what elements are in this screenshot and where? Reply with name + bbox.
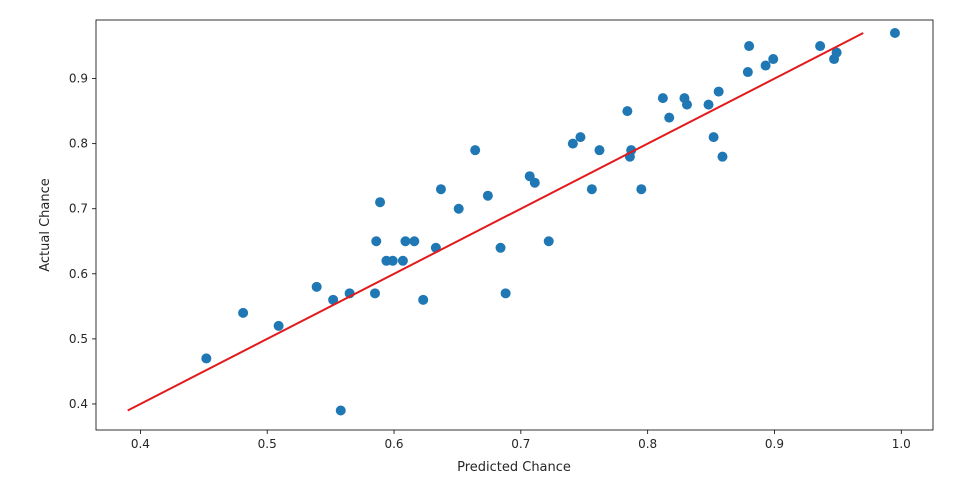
- scatter-point: [760, 60, 771, 71]
- scatter-point: [815, 41, 826, 52]
- plot-frame: [95, 19, 934, 431]
- y-tick-label: 0.6: [69, 267, 88, 281]
- scatter-point: [500, 288, 511, 299]
- x-tick-label: 0.9: [765, 437, 784, 451]
- scatter-point: [543, 236, 554, 247]
- scatter-point: [238, 307, 249, 318]
- x-axis: 0.4 0.5 0.6 0.7 0.8 0.9 1.0: [131, 430, 911, 451]
- scatter-point: [418, 294, 429, 305]
- scatter-point: [681, 99, 692, 110]
- scatter-point: [529, 177, 540, 188]
- scatter-point: [397, 255, 408, 266]
- scatter-point: [744, 41, 755, 52]
- chart-marks: [127, 28, 900, 416]
- y-axis-label: Actual Chance: [38, 178, 53, 272]
- scatter-point: [717, 151, 728, 162]
- scatter-point: [201, 353, 212, 364]
- y-tick-label: 0.7: [69, 202, 88, 216]
- scatter-point: [657, 93, 668, 104]
- y-tick-label: 0.8: [69, 137, 88, 151]
- scatter-point: [713, 86, 724, 97]
- scatter-point: [768, 54, 779, 65]
- scatter-point: [453, 203, 464, 214]
- y-tick-label: 0.9: [69, 72, 88, 86]
- x-tick-label: 0.5: [258, 437, 277, 451]
- y-tick-label: 0.4: [69, 397, 88, 411]
- y-tick-label: 0.5: [69, 332, 88, 346]
- scatter-point: [742, 67, 753, 78]
- scatter-point: [387, 255, 398, 266]
- scatter-point: [586, 184, 597, 195]
- scatter-point: [400, 236, 411, 247]
- scatter-point: [335, 405, 346, 416]
- scatter-point: [375, 197, 386, 208]
- x-tick-label: 0.8: [638, 437, 657, 451]
- scatter-point: [636, 184, 647, 195]
- scatter-point: [470, 145, 481, 156]
- scatter-point: [708, 132, 719, 143]
- y-axis: 0.4 0.5 0.6 0.7 0.8 0.9: [69, 72, 96, 411]
- x-tick-label: 0.4: [131, 437, 150, 451]
- x-axis-label: Predicted Chance: [457, 460, 571, 475]
- scatter-point: [831, 47, 842, 58]
- scatter-point: [371, 236, 382, 247]
- scatter-point: [328, 294, 339, 305]
- scatter-point: [435, 184, 446, 195]
- scatter-point: [594, 145, 605, 156]
- scatter-point: [622, 106, 633, 117]
- scatter-point: [273, 320, 284, 331]
- scatter-point: [409, 236, 420, 247]
- fit-line: [127, 32, 864, 412]
- scatter-point: [482, 190, 493, 201]
- scatter-point: [889, 28, 900, 39]
- scatter-point: [664, 112, 675, 123]
- x-tick-label: 0.6: [384, 437, 403, 451]
- scatter-point: [370, 288, 380, 299]
- scatter-point: [495, 242, 506, 253]
- x-tick-label: 0.7: [511, 437, 530, 451]
- scatter-point: [703, 99, 714, 110]
- scatter-point: [311, 281, 322, 292]
- x-tick-label: 1.0: [892, 437, 911, 451]
- plot-area: [96, 20, 933, 430]
- scatter-point: [567, 138, 578, 149]
- scatter-point: [575, 132, 586, 143]
